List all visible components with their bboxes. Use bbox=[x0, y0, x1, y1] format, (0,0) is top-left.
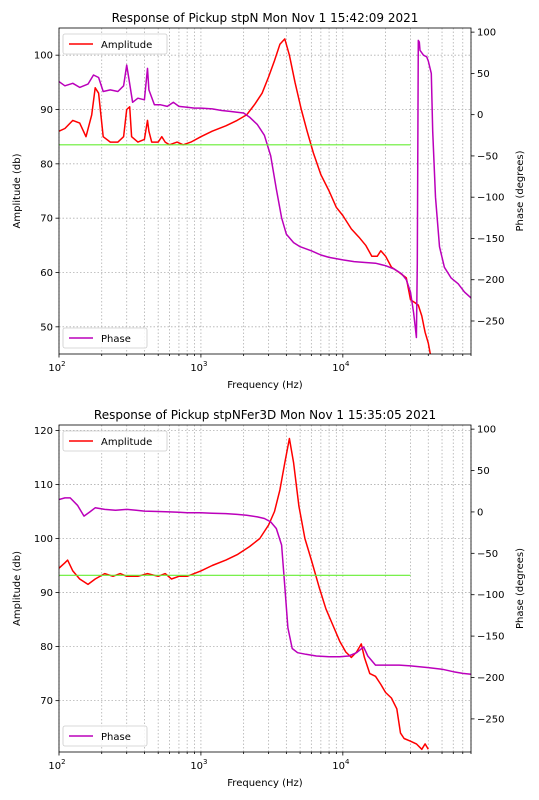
x-tick-label: 103 bbox=[190, 758, 207, 772]
y2-tick-label: −50 bbox=[477, 549, 498, 560]
y2-tick-label: −200 bbox=[477, 275, 504, 286]
y2-tick-label: −100 bbox=[477, 193, 504, 204]
y2-tick-label: −250 bbox=[477, 316, 504, 327]
series-group bbox=[59, 437, 471, 751]
y2-tick-label: 50 bbox=[477, 69, 490, 80]
x-tick-label: 103 bbox=[190, 360, 207, 374]
series-amplitude-line bbox=[59, 437, 429, 751]
legend-box bbox=[62, 430, 168, 452]
plot-frame bbox=[58, 424, 472, 753]
y-tick-label: 100 bbox=[34, 51, 53, 62]
y2-axis-label: Phase (degrees) bbox=[515, 548, 526, 629]
x-tick-label-exponent: 4 bbox=[345, 758, 350, 766]
chart-title: Response of Pickup stpNFer3D Mon Nov 1 1… bbox=[94, 408, 436, 422]
y-tick-label: 90 bbox=[40, 105, 53, 116]
legend-phase: Phase bbox=[62, 327, 148, 349]
x-tick-label: 102 bbox=[48, 360, 65, 374]
x-tick-label-exponent: 2 bbox=[61, 758, 65, 766]
x-tick-label-exponent: 2 bbox=[61, 360, 65, 368]
chart-1: 102 103 104 50 60 70 80 90 100 −250 −200 −150 −100 −5… bbox=[12, 11, 526, 391]
legend-label: Amplitude bbox=[101, 40, 152, 51]
plot-frame bbox=[58, 27, 472, 355]
y2-tick-label: −250 bbox=[477, 714, 504, 725]
y-tick-label: 50 bbox=[40, 322, 53, 333]
y2-tick-label: −150 bbox=[477, 632, 504, 643]
series-amplitude-line bbox=[59, 38, 432, 354]
y-tick-label: 80 bbox=[40, 159, 53, 170]
y2-tick-label: −100 bbox=[477, 590, 504, 601]
y2-tick-label: 50 bbox=[477, 466, 490, 477]
y2-tick-label: −200 bbox=[477, 673, 504, 684]
legend-box bbox=[62, 327, 148, 349]
y-tick-label: 80 bbox=[40, 642, 53, 653]
y2-tick-label: −50 bbox=[477, 151, 498, 162]
legend-box bbox=[62, 725, 148, 747]
series-phase-line bbox=[59, 497, 471, 675]
x-ticks bbox=[58, 752, 472, 756]
x-tick-label: 104 bbox=[332, 758, 350, 772]
legend-label: Phase bbox=[101, 334, 131, 345]
x-tick-label-exponent: 3 bbox=[203, 360, 207, 368]
y2-tick-label: 0 bbox=[477, 507, 483, 518]
series-group bbox=[59, 38, 471, 354]
legend-label: Amplitude bbox=[101, 437, 152, 448]
y-tick-label: 110 bbox=[34, 480, 53, 491]
y-axis-label: Amplitude (db) bbox=[12, 153, 23, 228]
series-phase-line bbox=[59, 39, 471, 339]
y2-tick-label: −150 bbox=[477, 234, 504, 245]
y-tick-label: 120 bbox=[34, 426, 53, 437]
x-tick-label: 102 bbox=[48, 758, 65, 772]
y2-tick-label: 0 bbox=[477, 110, 483, 121]
y-axis-label: Amplitude (db) bbox=[12, 551, 23, 626]
y2-tick-label: 100 bbox=[477, 425, 496, 436]
grid bbox=[58, 28, 472, 354]
legend-amplitude: Amplitude bbox=[62, 33, 168, 55]
legend-amplitude: Amplitude bbox=[62, 430, 168, 452]
chart-title: Response of Pickup stpN Mon Nov 1 15:42:… bbox=[112, 11, 419, 25]
y-tick-label: 100 bbox=[34, 534, 53, 545]
grid bbox=[58, 425, 472, 752]
chart-2: 102 103 104 70 80 90 100 110 120 −250 −200 −150 −100… bbox=[12, 408, 526, 789]
y-tick-label: 90 bbox=[40, 588, 53, 599]
legend-phase: Phase bbox=[62, 725, 148, 747]
x-tick-label: 104 bbox=[332, 360, 350, 374]
legend-box bbox=[62, 33, 168, 55]
x-tick-label-exponent: 4 bbox=[345, 360, 350, 368]
legend-label: Phase bbox=[101, 732, 131, 743]
y-tick-label: 70 bbox=[40, 696, 53, 707]
y-tick-label: 60 bbox=[40, 268, 53, 279]
x-axis-label: Frequency (Hz) bbox=[227, 778, 303, 789]
x-tick-label-exponent: 3 bbox=[203, 758, 207, 766]
y2-tick-label: 100 bbox=[477, 28, 496, 39]
y-tick-label: 70 bbox=[40, 214, 53, 225]
y2-axis-label: Phase (degrees) bbox=[515, 150, 526, 231]
x-ticks bbox=[58, 354, 472, 358]
x-axis-label: Frequency (Hz) bbox=[227, 380, 303, 391]
